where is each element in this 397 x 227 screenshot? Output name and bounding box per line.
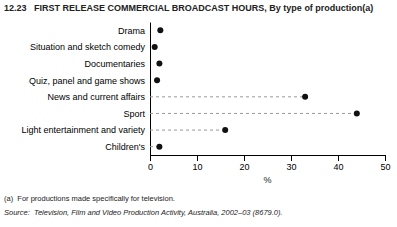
- tick-label: Children's: [105, 142, 145, 152]
- tick: News and current affairs: [48, 92, 146, 102]
- tick: 10: [192, 155, 202, 172]
- tick-mark: [291, 155, 292, 161]
- tick-label: 50: [380, 162, 390, 172]
- tick: 40: [333, 155, 343, 172]
- series: [152, 27, 164, 83]
- tick: Light entertainment and variety: [21, 125, 145, 135]
- dot: [154, 77, 160, 83]
- tick: Documentaries: [84, 59, 145, 69]
- tick-label: Drama: [118, 26, 145, 36]
- tick-label: Situation and sketch comedy: [30, 42, 146, 52]
- tick-mark: [244, 155, 245, 161]
- title: 12.23 FIRST RELEASE COMMERCIAL BROADCAST…: [4, 3, 373, 13]
- leader-line: [150, 130, 225, 131]
- tick-label: Quiz, panel and game shows: [29, 76, 146, 86]
- tick: Sport: [123, 109, 145, 119]
- tick: 0: [148, 155, 153, 172]
- tick-label: Documentaries: [84, 59, 145, 69]
- tick-label: News and current affairs: [48, 92, 146, 102]
- tick: Situation and sketch comedy: [30, 42, 146, 52]
- tick-mark: [150, 155, 151, 161]
- leader-line: [150, 113, 357, 114]
- tick-label: 0: [148, 162, 153, 172]
- axis-title: %: [263, 175, 271, 185]
- tick: Quiz, panel and game shows: [29, 76, 146, 86]
- tick-mark: [385, 155, 386, 161]
- dot: [302, 94, 308, 100]
- dot: [156, 61, 162, 67]
- tick: 30: [286, 155, 296, 172]
- leader-line: [150, 96, 305, 97]
- tick-label: 10: [192, 162, 202, 172]
- tick-label: 20: [239, 162, 249, 172]
- dot: [222, 127, 228, 133]
- marks: [150, 27, 360, 149]
- tick: 50: [380, 155, 390, 172]
- tick-label: Sport: [123, 109, 145, 119]
- tick-label: 40: [333, 162, 343, 172]
- dot: [354, 110, 360, 116]
- tick: Children's: [105, 142, 145, 152]
- axis-line: [150, 23, 151, 156]
- dot: [157, 27, 163, 33]
- tick-label: 30: [286, 162, 296, 172]
- dot: [156, 144, 162, 150]
- tick-label: Light entertainment and variety: [21, 125, 145, 135]
- tick-mark: [338, 155, 339, 161]
- chart: 12.23 FIRST RELEASE COMMERCIAL BROADCAST…: [0, 0, 397, 227]
- plot: 0 10 20 30 40 50 Drama Situation and sketch com…: [21, 23, 390, 186]
- y-axis: Drama Situation and sketch comedy Document…: [21, 23, 150, 156]
- tick: 20: [239, 155, 249, 172]
- axis-line: [151, 156, 386, 162]
- annotation: Source: Television, Film and Video Produ…: [4, 208, 283, 217]
- dot: [152, 44, 158, 50]
- tick-mark: [197, 155, 198, 161]
- tick: Drama: [118, 26, 145, 36]
- series: [150, 94, 360, 150]
- x-axis: 0 10 20 30 40 50: [148, 155, 391, 172]
- annotation: (a) For productions made specifically fo…: [4, 194, 175, 203]
